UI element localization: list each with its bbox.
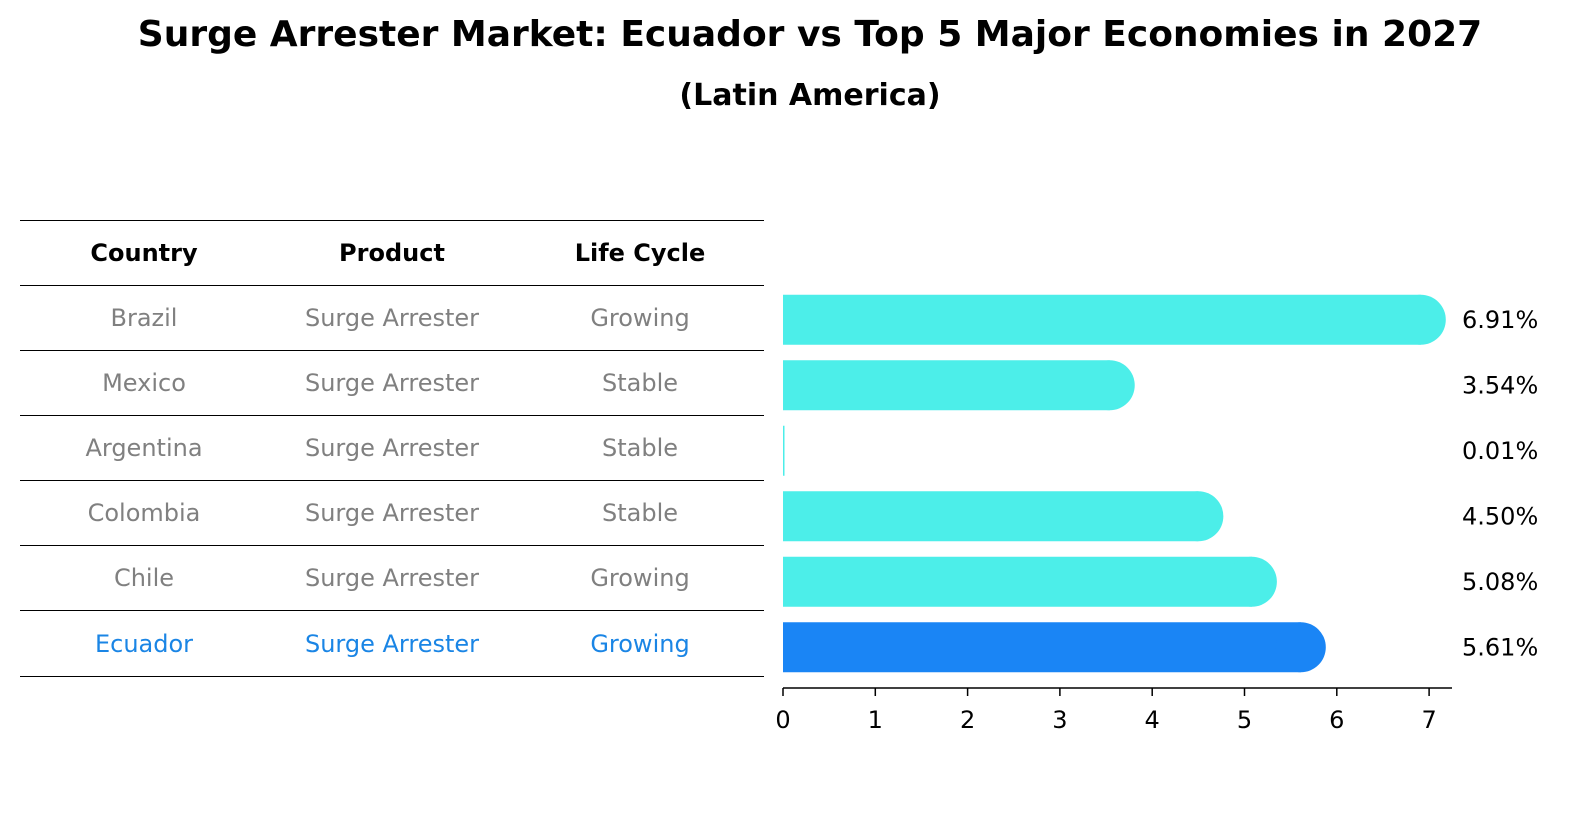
- bar-end-cap: [1173, 491, 1224, 542]
- bar-end-cap: [1395, 294, 1446, 345]
- life-cycle-cell: Stable: [601, 499, 679, 527]
- country-cell: Argentina: [85, 434, 203, 462]
- bar: [783, 491, 1199, 542]
- life-cycle-cell: Stable: [601, 369, 679, 397]
- country-cell: Chile: [113, 564, 175, 592]
- product-cell: Surge Arrester: [304, 304, 480, 332]
- table-row: Brazil Surge Arrester Growing: [20, 285, 764, 350]
- x-tick-label: 6: [1329, 706, 1344, 734]
- data-label: 5.61%: [1462, 633, 1538, 661]
- chart-subtitle: (Latin America): [679, 78, 941, 113]
- x-tick-label: 5: [1237, 706, 1252, 734]
- data-label: 4.50%: [1462, 502, 1538, 530]
- table-header-row: Country Product Life Cycle: [20, 220, 764, 285]
- table-row: Chile Surge Arrester Growing: [20, 545, 764, 610]
- table-row: Mexico Surge Arrester Stable: [20, 350, 764, 415]
- bar-end-cap: [1226, 556, 1277, 607]
- header-product: Product: [339, 239, 445, 267]
- product-cell: Surge Arrester: [304, 434, 480, 462]
- bar: [783, 360, 1110, 411]
- life-cycle-cell: Stable: [601, 434, 679, 462]
- bar-end-cap: [1275, 622, 1326, 673]
- x-tick-label: 2: [960, 706, 975, 734]
- data-label: 5.08%: [1462, 568, 1538, 596]
- product-cell: Surge Arrester: [304, 564, 480, 592]
- comparison-table: Country Product Life Cycle Brazil Surge …: [20, 220, 764, 677]
- data-label: 0.01%: [1462, 437, 1538, 465]
- bar: [783, 425, 785, 476]
- bar: [783, 556, 1252, 607]
- product-cell: Surge Arrester: [304, 629, 480, 658]
- country-cell: Ecuador: [94, 629, 194, 658]
- header-country: Country: [90, 239, 198, 267]
- table-row: Argentina Surge Arrester Stable: [20, 415, 764, 480]
- country-cell: Brazil: [110, 304, 178, 332]
- life-cycle-cell: Growing: [590, 304, 690, 332]
- country-cell: Colombia: [87, 499, 201, 527]
- bar: [783, 294, 1421, 345]
- x-tick-label: 4: [1145, 706, 1160, 734]
- x-tick-label: 7: [1421, 706, 1436, 734]
- x-tick-label: 1: [868, 706, 883, 734]
- table-row: Colombia Surge Arrester Stable: [20, 480, 764, 545]
- life-cycle-cell: Growing: [590, 564, 690, 592]
- product-cell: Surge Arrester: [304, 369, 480, 397]
- chart-title: Surge Arrester Market: Ecuador vs Top 5 …: [137, 14, 1483, 55]
- data-label: 3.54%: [1462, 371, 1538, 399]
- table-row-highlighted: Ecuador Surge Arrester Growing: [20, 610, 764, 677]
- life-cycle-cell: Growing: [590, 629, 690, 658]
- x-tick-label: 3: [1052, 706, 1067, 734]
- bar-end-cap: [1084, 360, 1135, 411]
- bar: [783, 622, 1301, 673]
- header-life-cycle: Life Cycle: [574, 239, 706, 267]
- x-tick-label: 0: [775, 706, 790, 734]
- product-cell: Surge Arrester: [304, 499, 480, 527]
- data-label: 6.91%: [1462, 306, 1538, 334]
- country-cell: Mexico: [102, 369, 186, 397]
